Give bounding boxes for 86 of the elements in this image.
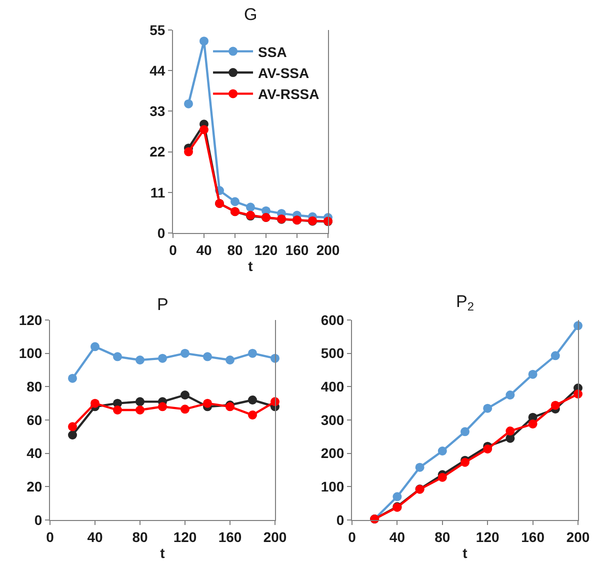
point (230, 197, 240, 206)
point (483, 444, 492, 454)
point (415, 462, 424, 472)
legend-label: AV-SSA (258, 64, 310, 81)
x-tick-label: 80 (227, 242, 243, 258)
y-tick-label: 55 (150, 22, 166, 38)
point (68, 374, 77, 383)
point (68, 422, 77, 432)
x-axis-title: t (462, 545, 468, 562)
point (158, 354, 167, 363)
point (68, 430, 77, 440)
x-tick-label: 160 (285, 242, 309, 258)
point (550, 351, 560, 360)
y-tick-label: 300 (320, 412, 344, 428)
x-tick-label: 120 (476, 528, 500, 545)
y-tick-label: 40 (26, 445, 42, 462)
point (506, 390, 515, 400)
y-tick-label: 80 (26, 378, 42, 395)
x-tick-label: 120 (254, 242, 278, 258)
y-tick-label: 500 (320, 345, 344, 362)
point (90, 398, 100, 408)
y-tick-label: 0 (336, 512, 344, 528)
point (460, 427, 470, 436)
point (184, 99, 193, 108)
x-tick-label: 160 (521, 528, 545, 545)
chart-title: P (157, 295, 168, 314)
point (248, 348, 257, 358)
point (438, 446, 447, 456)
point (506, 426, 515, 436)
y-tick-label: 20 (26, 478, 42, 495)
x-tick-label: 200 (263, 528, 287, 545)
point (226, 356, 234, 364)
point (113, 352, 122, 362)
point (200, 125, 208, 134)
point (113, 406, 122, 414)
point (392, 492, 402, 502)
y-tick-label: 200 (320, 445, 344, 462)
point (248, 410, 257, 420)
point (203, 398, 212, 408)
point (90, 342, 100, 352)
x-axis-title: t (248, 258, 254, 274)
point (158, 402, 167, 412)
y-tick-label: 100 (18, 345, 42, 362)
x-tick-label: 40 (196, 242, 212, 258)
x-tick-label: 160 (218, 528, 242, 545)
y-tick-label: 400 (320, 378, 344, 395)
y-tick-label: 22 (150, 144, 166, 160)
x-tick-label: 0 (46, 528, 54, 545)
point (528, 420, 538, 428)
legend-label: SSA (258, 44, 287, 60)
point (180, 348, 190, 358)
x-tick-label: 40 (389, 528, 406, 545)
point (180, 390, 190, 400)
y-tick-label: 60 (26, 412, 42, 428)
point (136, 397, 144, 406)
y-tick-label: 0 (34, 512, 42, 528)
x-tick-label: 120 (173, 528, 197, 545)
x-tick-label: 0 (348, 528, 356, 545)
legend-label: AV-RSSA (258, 86, 320, 102)
point (203, 352, 212, 362)
y-tick-label: 120 (18, 312, 42, 328)
point (180, 404, 190, 414)
point (528, 370, 538, 379)
y-tick-label: 33 (150, 103, 166, 120)
chart-title: G (244, 5, 258, 24)
x-tick-label: 80 (434, 528, 450, 545)
x-tick-label: 200 (566, 528, 590, 545)
chart-title: P$_{2}$ (456, 292, 474, 314)
point (550, 400, 560, 410)
point (200, 36, 208, 46)
point (483, 404, 492, 413)
x-tick-label: 0 (169, 242, 178, 258)
point (136, 406, 144, 414)
x-axis-title: t (160, 545, 166, 562)
point (248, 396, 257, 404)
y-tick-label: 11 (150, 184, 166, 200)
point (246, 202, 255, 212)
point (438, 472, 447, 482)
y-tick-label: 100 (320, 478, 344, 495)
x-tick-label: 40 (87, 528, 103, 545)
x-tick-label: 80 (132, 528, 148, 545)
point (184, 147, 193, 156)
y-tick-label: 0 (157, 224, 166, 241)
y-tick-label: 44 (150, 62, 166, 78)
y-tick-label: 600 (320, 312, 344, 328)
point (136, 356, 144, 364)
